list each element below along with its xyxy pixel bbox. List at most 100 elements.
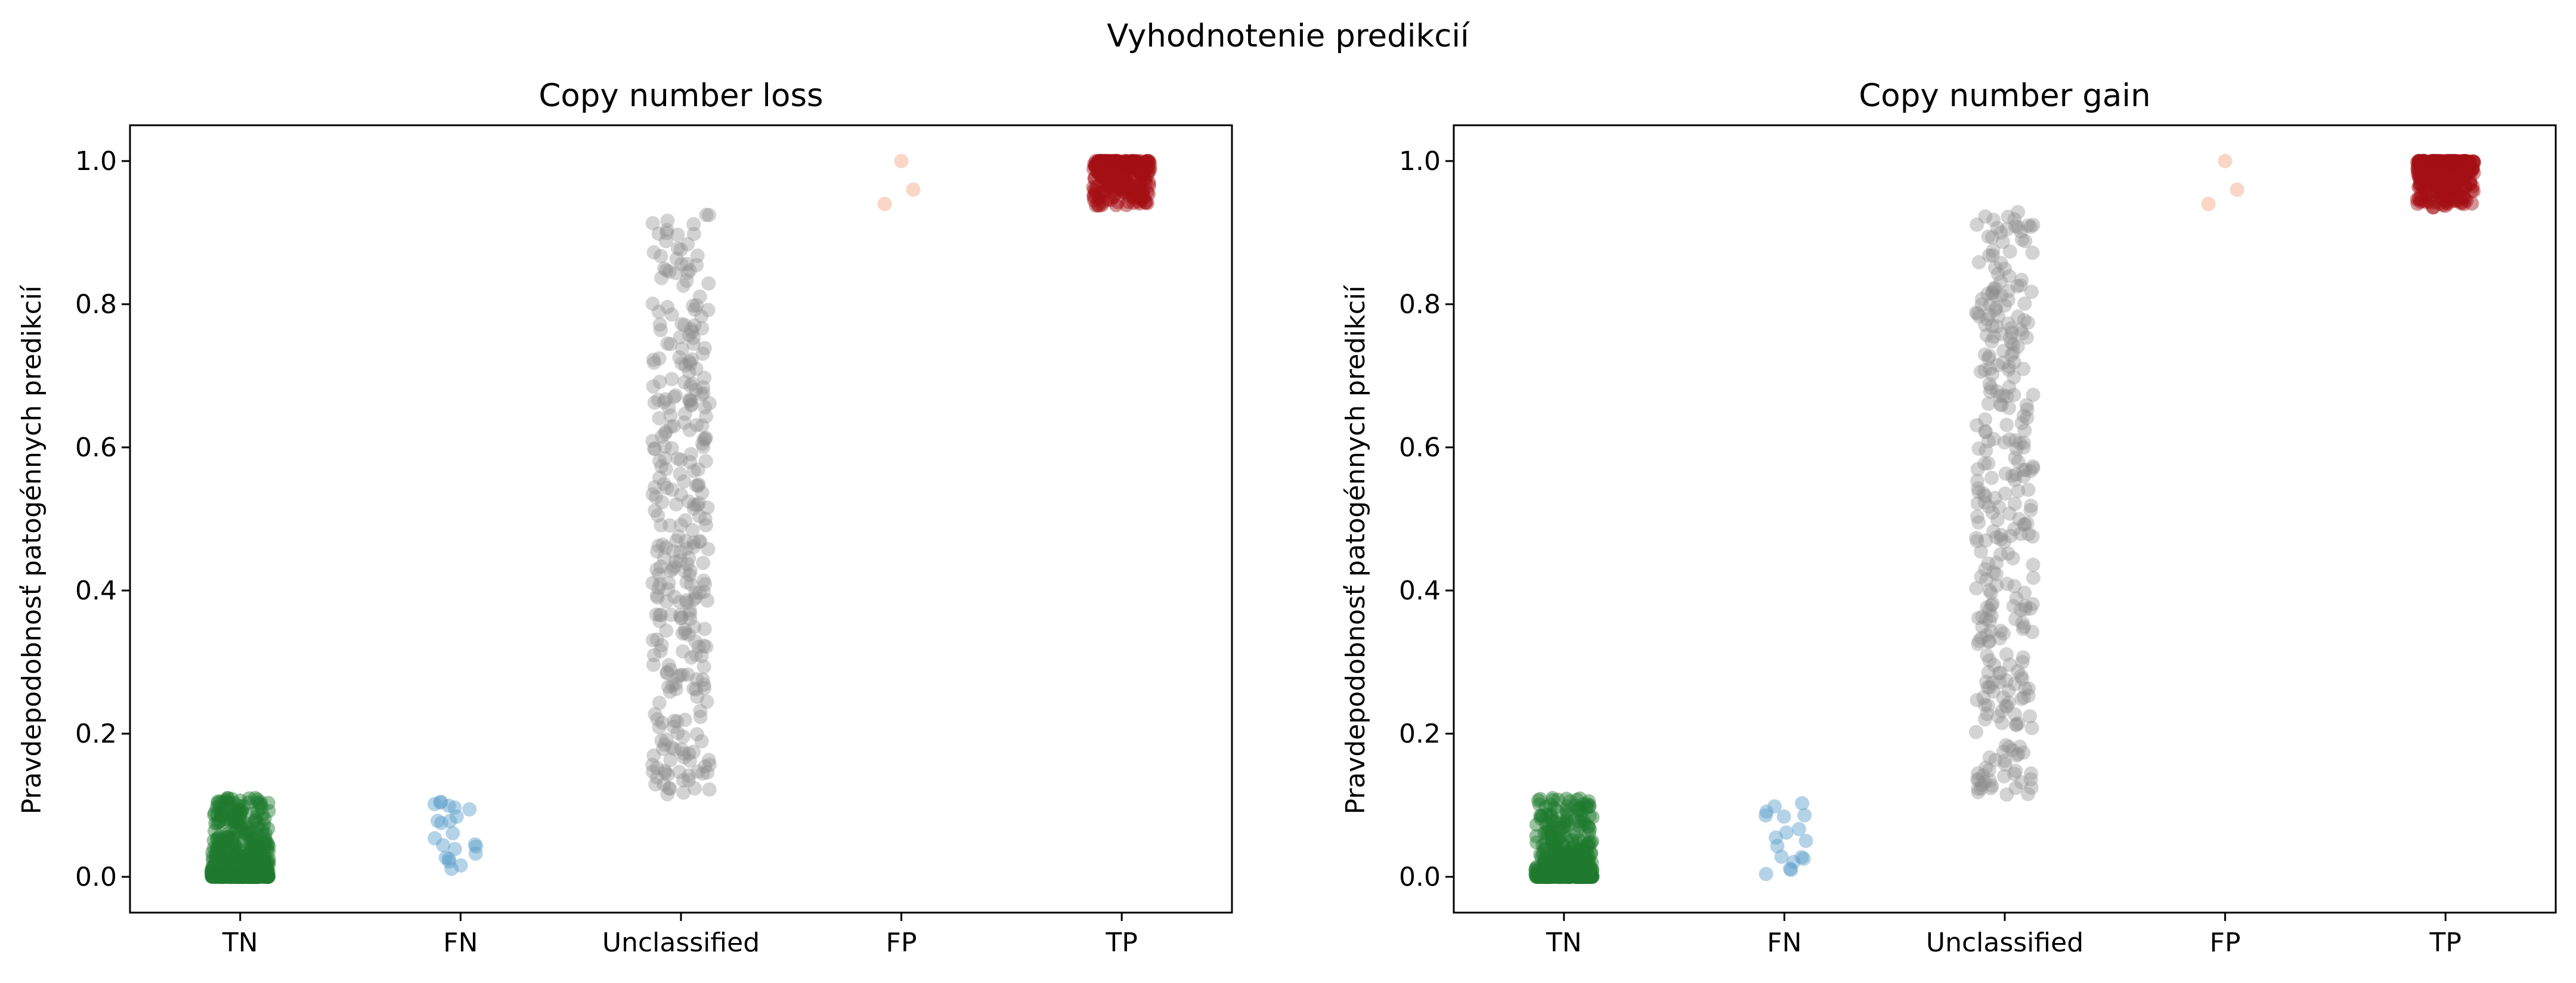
point-unclassified	[695, 436, 710, 451]
point-tp	[2441, 165, 2456, 180]
point-tp	[1086, 162, 1101, 177]
point-tp	[1091, 154, 1106, 169]
point-tp	[2452, 156, 2467, 171]
point-tp	[1098, 154, 1113, 168]
point-tn	[1541, 869, 1556, 884]
point-tn	[261, 836, 275, 851]
point-tn	[1578, 844, 1593, 859]
point-tn	[234, 803, 249, 818]
point-tn	[1568, 869, 1582, 883]
point-tp	[1102, 162, 1117, 177]
point-tn	[243, 865, 258, 880]
point-unclassified	[650, 544, 664, 559]
point-tn	[210, 807, 225, 822]
point-tn	[1550, 870, 1565, 884]
point-unclassified	[1974, 630, 1989, 645]
point-unclassified	[688, 302, 702, 317]
point-tp	[1140, 196, 1154, 211]
point-unclassified	[655, 494, 670, 509]
point-tn	[219, 796, 234, 811]
panel-copy-number-gain: Copy number gain Pravdepodobnosť patogén…	[1340, 78, 2557, 958]
point-tn	[1576, 868, 1591, 883]
point-unclassified	[696, 440, 711, 455]
point-tn	[1575, 857, 1590, 872]
point-tn	[1537, 842, 1552, 857]
point-unclassified	[686, 298, 701, 313]
point-unclassified	[692, 496, 707, 511]
point-tn	[213, 868, 228, 883]
point-tp	[1115, 174, 1130, 188]
point-tn	[1564, 861, 1579, 876]
point-tp	[2448, 175, 2463, 189]
point-unclassified	[1993, 397, 2008, 412]
point-tn	[245, 868, 260, 883]
point-tn	[1533, 847, 1548, 862]
point-tn	[1558, 870, 1572, 884]
point-unclassified	[658, 462, 673, 477]
point-tn	[258, 868, 273, 883]
point-unclassified	[652, 720, 667, 735]
point-unclassified	[2017, 313, 2032, 327]
point-unclassified	[1993, 665, 2008, 680]
point-tp	[2414, 159, 2429, 174]
point-unclassified	[697, 622, 712, 636]
point-tn	[228, 868, 243, 883]
point-tn	[234, 868, 249, 883]
x-axis-ticks: TN FN Unclassified FP TP	[222, 913, 1138, 958]
y-tick-label: 0.0	[1399, 862, 1441, 892]
point-tn	[1581, 868, 1596, 882]
point-tp	[2463, 165, 2478, 179]
point-tp	[2411, 191, 2426, 206]
point-tp	[1126, 155, 1141, 170]
point-tn	[223, 868, 238, 883]
point-tn	[1572, 868, 1587, 883]
point-unclassified	[667, 559, 682, 574]
point-tn	[1552, 846, 1566, 861]
point-unclassified	[655, 537, 670, 552]
point-unclassified	[661, 658, 676, 673]
point-unclassified	[662, 781, 677, 796]
point-unclassified	[686, 330, 701, 345]
point-tp	[2432, 185, 2447, 200]
point-unclassified	[672, 765, 687, 780]
point-tn	[1556, 854, 1571, 869]
point-tn	[245, 870, 260, 884]
point-tp	[1108, 161, 1123, 176]
point-tp	[2439, 195, 2454, 210]
point-tp	[2432, 161, 2447, 176]
point-unclassified	[699, 208, 714, 222]
point-tp	[1125, 154, 1140, 168]
point-tp	[1126, 190, 1141, 204]
point-unclassified	[1985, 286, 2000, 301]
x-tick-label: Unclassified	[602, 928, 760, 958]
point-tn	[260, 837, 275, 852]
point-unclassified	[1972, 309, 1987, 324]
point-tn	[227, 815, 242, 830]
point-unclassified	[1975, 610, 1990, 625]
point-tn	[249, 870, 264, 884]
point-tp	[1140, 154, 1154, 169]
point-tn	[239, 868, 253, 883]
point-unclassified	[1999, 738, 2014, 753]
point-tp	[1110, 178, 1125, 193]
point-tp	[1117, 184, 1132, 199]
point-tp	[1101, 159, 1116, 174]
point-tn	[230, 869, 245, 884]
point-unclassified	[651, 539, 666, 554]
point-tn	[242, 855, 257, 870]
point-tp	[1124, 154, 1139, 169]
point-tp	[2430, 185, 2445, 200]
point-tn	[1563, 865, 1578, 880]
point-unclassified	[696, 380, 711, 395]
point-fp	[906, 183, 921, 197]
point-tn	[1538, 870, 1553, 884]
point-tn	[219, 812, 234, 827]
point-tp	[2465, 162, 2480, 177]
point-unclassified	[660, 594, 674, 609]
point-tp	[2451, 174, 2466, 188]
point-tn	[1530, 835, 1544, 850]
point-tn	[1550, 864, 1565, 879]
point-tp	[1134, 169, 1148, 184]
point-tn	[1531, 867, 1546, 882]
point-unclassified	[2007, 676, 2022, 691]
